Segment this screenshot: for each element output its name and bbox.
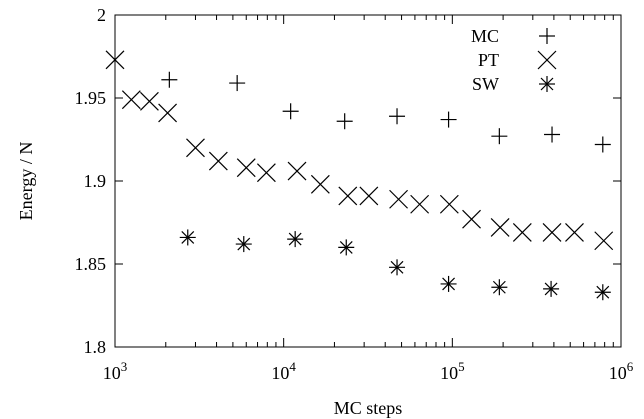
y-axis-label: Energy / N [16,142,36,221]
point-sw [287,231,304,248]
x-tick-label: 105 [440,359,465,383]
point-sw [491,279,508,296]
point-pt [512,223,532,242]
point-mc [594,136,611,153]
x-tick-label: 106 [609,359,634,383]
x-tick-base: 10 [440,363,458,383]
point-sw [235,236,252,253]
x-axis-ticks: 103 104 105 106 [103,15,634,383]
x-tick-exponent: 5 [458,359,465,374]
x-tick-label: 103 [103,359,128,383]
point-sw [179,229,196,246]
point-pt [389,189,408,209]
point-pt [256,163,276,183]
point-mc [161,71,178,88]
point-mc [282,103,299,120]
point-pt [287,161,307,181]
y-tick-label: 1.8 [84,337,107,357]
legend-marker-mc [539,28,555,44]
x-tick-base: 10 [271,363,289,383]
x-tick-label: 104 [271,359,296,383]
point-mc [229,75,246,92]
point-pt [105,50,125,70]
point-sw [338,239,355,256]
point-pt [338,186,358,206]
y-tick-label: 1.85 [75,254,107,274]
legend-label-sw: SW [472,74,499,94]
x-axis-label: MC steps [334,398,403,418]
point-pt [310,174,330,194]
y-tick-label: 1.95 [75,88,107,108]
point-sw [389,259,406,276]
point-pt [410,194,430,214]
point-pt [158,103,178,123]
point-pt [186,138,205,158]
point-mc [336,113,353,130]
point-mc [544,126,561,143]
legend: MC PT SW [471,26,557,94]
point-pt [208,151,228,171]
x-tick-base: 10 [103,363,121,383]
x-tick-exponent: 4 [289,359,296,374]
point-pt [439,194,459,214]
point-pt [542,223,562,242]
plot-frame [114,14,622,348]
x-tick-base: 10 [609,363,627,383]
legend-label-mc: MC [471,26,499,46]
point-mc [491,128,508,145]
point-sw [440,275,457,292]
y-axis-ticks: 1.8 1.85 1.9 1.95 2 [75,5,621,357]
point-pt [140,91,159,111]
point-pt [490,218,510,237]
point-mc [440,111,457,128]
data-marks [105,50,614,301]
point-pt [121,90,141,110]
point-pt [565,223,584,242]
legend-marker-pt [537,50,557,70]
point-pt [236,158,256,178]
y-tick-label: 2 [97,5,106,25]
point-sw [594,284,611,301]
legend-marker-sw [539,76,555,92]
point-sw [543,280,560,297]
point-pt [359,186,379,206]
x-tick-exponent: 3 [121,359,128,374]
legend-label-pt: PT [478,50,499,70]
x-tick-exponent: 6 [627,359,634,374]
point-mc [389,108,406,125]
point-pt [594,231,614,251]
point-pt [462,209,481,229]
y-tick-label: 1.9 [84,171,107,191]
